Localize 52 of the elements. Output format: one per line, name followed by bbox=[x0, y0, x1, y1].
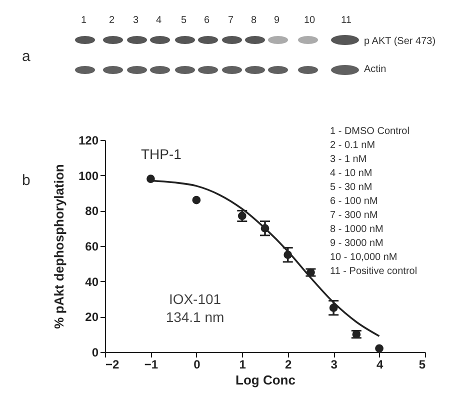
y-axis-title: % pAkt dephosphorylation bbox=[51, 164, 66, 329]
x-tick-label: 0 bbox=[194, 358, 201, 372]
point bbox=[284, 250, 292, 260]
y-tick-label: 20 bbox=[85, 310, 99, 324]
text: 1 bbox=[81, 15, 87, 26]
point bbox=[146, 174, 155, 184]
annotation: 5 - 30 nM bbox=[330, 182, 372, 193]
annotation: 6 - 100 nM bbox=[330, 196, 378, 207]
annotation: 7 - 300 nM bbox=[330, 210, 378, 221]
annotation: IOX-101 bbox=[168, 291, 222, 307]
text: b bbox=[22, 172, 30, 189]
annotation: 3 - 1 nM bbox=[330, 154, 367, 165]
text: 8 bbox=[251, 15, 257, 26]
y-tick-label: 0 bbox=[92, 346, 99, 360]
text: 6 bbox=[204, 15, 210, 26]
x-tick-label: 2 bbox=[285, 358, 292, 372]
text: 3 bbox=[133, 15, 139, 26]
text: 4 bbox=[156, 15, 162, 26]
x-tick-label: −1 bbox=[144, 358, 158, 372]
text: a bbox=[22, 48, 30, 65]
point bbox=[192, 196, 201, 204]
text: 10 bbox=[304, 15, 316, 26]
y-tick-label: 100 bbox=[78, 168, 99, 183]
text: 11 bbox=[341, 15, 352, 26]
annotation: 9 - 3000 nM bbox=[330, 238, 384, 249]
text: 9 bbox=[274, 15, 280, 26]
x-tick-label: 1 bbox=[239, 358, 246, 372]
x-tick-label: 3 bbox=[330, 358, 338, 372]
x-tick-label: 4 bbox=[376, 358, 384, 372]
text: p AKT (Ser 473) bbox=[364, 36, 436, 47]
annotation: 11 - Positive control bbox=[330, 266, 418, 277]
y-tick-label: 120 bbox=[78, 134, 99, 148]
x-tick-label: 5 bbox=[418, 358, 426, 372]
point bbox=[375, 344, 384, 353]
text: Actin bbox=[364, 64, 386, 75]
text: 5 bbox=[181, 15, 187, 26]
x-axis-title: Log Conc bbox=[236, 372, 296, 388]
text: 7 bbox=[228, 15, 234, 26]
point bbox=[260, 224, 270, 233]
chart-title: THP-1 bbox=[140, 146, 182, 162]
y-tick-label: 60 bbox=[85, 240, 99, 254]
annotation: 2 - 0.1 nM bbox=[330, 140, 376, 151]
text: 2 bbox=[109, 15, 115, 26]
annotation: 10 - 10,000 nM bbox=[330, 252, 398, 263]
annotation: 4 - 10 nM bbox=[330, 168, 372, 179]
text: 1 - DMSO Control bbox=[330, 126, 410, 137]
annotation: 8 - 1000 nM bbox=[330, 224, 384, 235]
point bbox=[329, 304, 338, 312]
x-tick-label: −2 bbox=[106, 358, 120, 372]
y-tick-label: 40 bbox=[85, 274, 99, 289]
annotation: 134.1 nm bbox=[166, 309, 224, 325]
y-tick-label: 80 bbox=[85, 204, 99, 218]
